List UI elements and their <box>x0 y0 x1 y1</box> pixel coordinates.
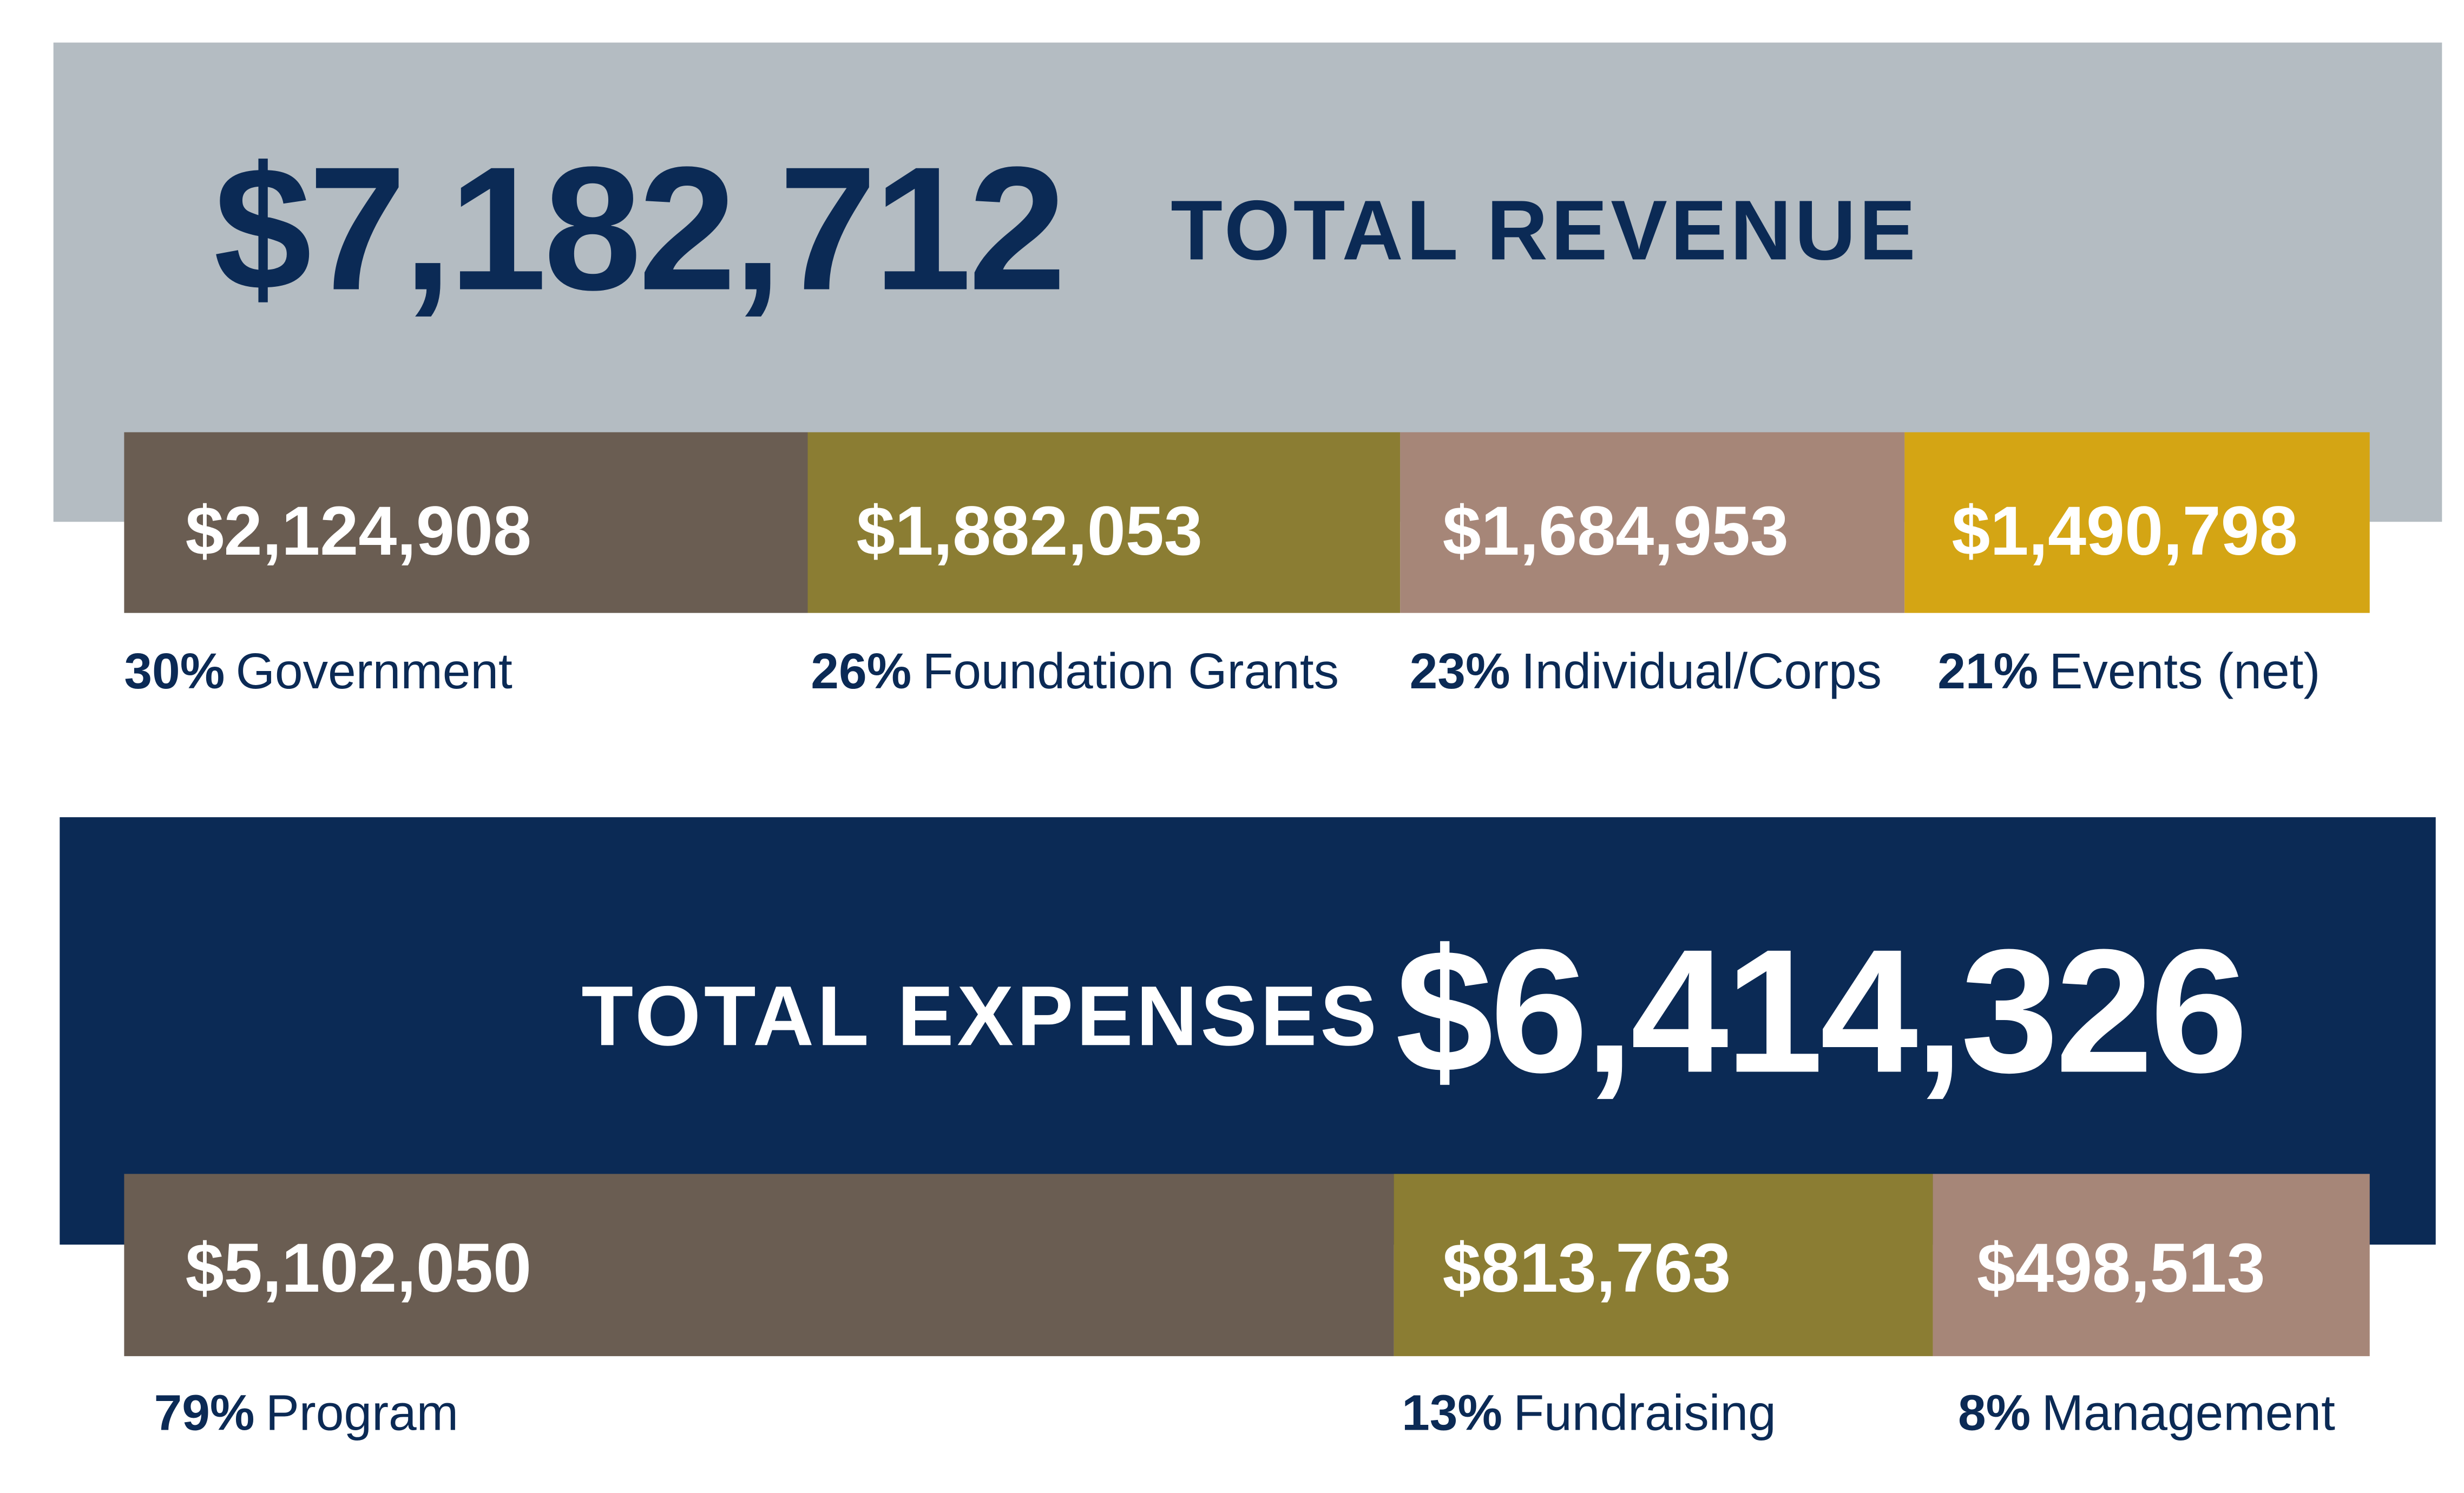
revenue-title: TOTAL REVENUE <box>1171 183 1918 278</box>
bar-segment <box>807 432 1401 613</box>
segment-amount: $5,102,050 <box>186 1229 531 1307</box>
bar-segment <box>1394 1174 1933 1357</box>
bar-segment <box>1400 432 1905 613</box>
segment-label: Foundation Grants <box>923 643 1339 699</box>
expenses-title: TOTAL EXPENSES <box>581 969 1379 1063</box>
segment-percent: 23% <box>1410 643 1510 699</box>
segment-label: Management <box>2042 1385 2335 1441</box>
bar-segment <box>124 432 808 613</box>
bar-segment <box>1904 432 2370 613</box>
expenses-total: $6,414,326 <box>1395 913 2245 1109</box>
bar-segment <box>124 1174 1394 1357</box>
bar-segment <box>1933 1174 2370 1357</box>
segment-caption: 26% Foundation Grants <box>811 643 1339 699</box>
segment-caption: 8% Management <box>1958 1385 2335 1441</box>
segment-label: Government <box>236 643 512 699</box>
segment-percent: 79% <box>154 1385 255 1441</box>
segment-caption: 21% Events (net) <box>1937 643 2320 699</box>
segment-caption: 23% Individual/Corps <box>1410 643 1882 699</box>
segment-amount: $1,490,798 <box>1952 492 2297 570</box>
segment-amount: $813,763 <box>1443 1229 1731 1307</box>
segment-percent: 21% <box>1937 643 2038 699</box>
segment-caption: 13% Fundraising <box>1402 1385 1776 1441</box>
segment-caption: 30% Government <box>124 643 512 699</box>
segment-amount: $498,513 <box>1977 1229 2265 1307</box>
segment-percent: 26% <box>811 643 911 699</box>
segment-percent: 30% <box>124 643 225 699</box>
segment-amount: $2,124,908 <box>186 492 531 570</box>
segment-label: Events (net) <box>2049 643 2321 699</box>
segment-label: Fundraising <box>1513 1385 1776 1441</box>
segment-label: Program <box>266 1385 458 1441</box>
revenue-total: $7,182,712 <box>214 130 1063 327</box>
segment-percent: 13% <box>1402 1385 1502 1441</box>
segment-caption: 79% Program <box>154 1385 459 1441</box>
segment-label: Individual/Corps <box>1521 643 1882 699</box>
expenses-panel <box>60 817 2436 1245</box>
segment-amount: $1,684,953 <box>1443 492 1789 570</box>
segment-amount: $1,882,053 <box>857 492 1203 570</box>
segment-percent: 8% <box>1958 1385 2031 1441</box>
